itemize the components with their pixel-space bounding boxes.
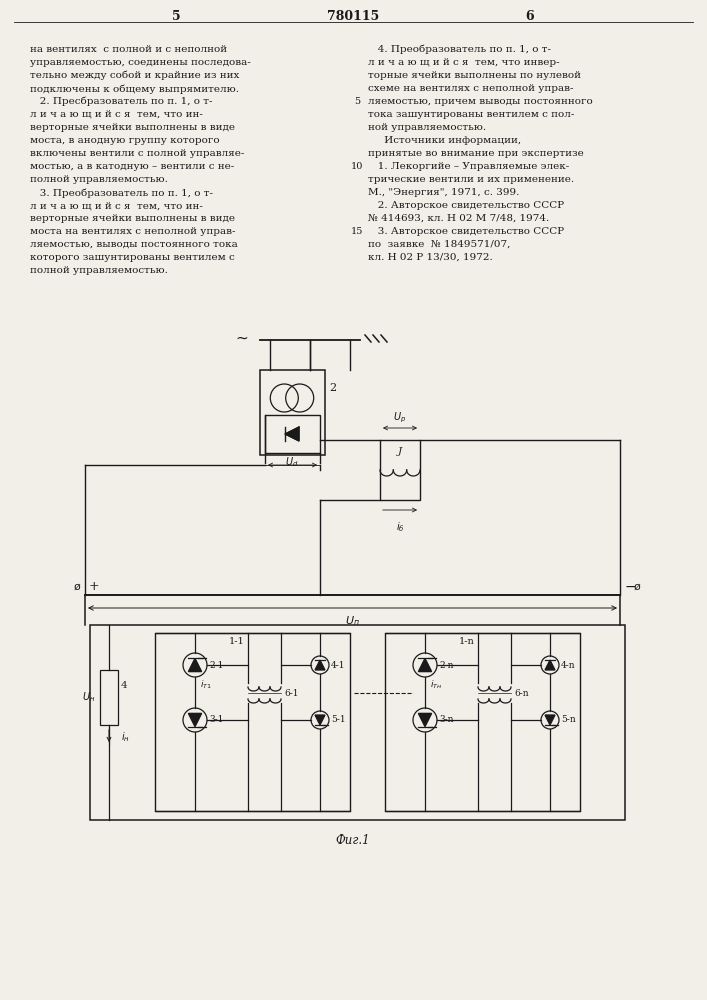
Text: +: + [89, 580, 100, 593]
Text: тока зашунтированы вентилем с пол-: тока зашунтированы вентилем с пол- [368, 110, 574, 119]
Text: верторные ячейки выполнены в виде: верторные ячейки выполнены в виде [30, 214, 235, 223]
Text: 3-n: 3-n [439, 716, 453, 724]
Polygon shape [188, 713, 201, 727]
Text: 5: 5 [354, 97, 360, 106]
Text: $U_p$: $U_p$ [394, 411, 407, 425]
Text: $U_н$: $U_н$ [82, 690, 95, 704]
Text: 5-n: 5-n [561, 716, 575, 724]
Text: $i_{Тн}$: $i_{Тн}$ [430, 679, 443, 691]
Text: $i_н$: $i_н$ [121, 730, 130, 744]
Text: л и ч а ю щ и й с я  тем, что ин-: л и ч а ю щ и й с я тем, что ин- [30, 110, 203, 119]
Bar [90, 625, 625, 820]
Text: торные ячейки выполнены по нулевой: торные ячейки выполнены по нулевой [368, 71, 581, 80]
Text: −: − [625, 580, 636, 594]
Text: ø: ø [634, 582, 641, 592]
Text: включены вентили с полной управляе-: включены вентили с полной управляе- [30, 149, 245, 158]
Bar [100, 670, 118, 725]
Text: 5: 5 [172, 9, 180, 22]
Text: 2-1: 2-1 [209, 660, 223, 670]
Text: М., "Энергия", 1971, с. 399.: М., "Энергия", 1971, с. 399. [368, 188, 520, 197]
Text: подключены к общему выпрямителю.: подключены к общему выпрямителю. [30, 84, 239, 94]
Text: 4-1: 4-1 [331, 660, 346, 670]
Bar [385, 633, 580, 811]
Text: 6-n: 6-n [514, 688, 529, 698]
Bar [380, 440, 420, 500]
Text: которого зашунтированы вентилем с: которого зашунтированы вентилем с [30, 253, 235, 262]
Text: Источники информации,: Источники информации, [368, 136, 521, 145]
Polygon shape [419, 658, 431, 672]
Text: 15: 15 [351, 227, 363, 236]
Text: ляемостью, причем выводы постоянного: ляемостью, причем выводы постоянного [368, 97, 592, 106]
Text: трические вентили и их применение.: трические вентили и их применение. [368, 175, 574, 184]
Text: 3-1: 3-1 [209, 716, 223, 724]
Text: $i_{Т1}$: $i_{Т1}$ [200, 679, 212, 691]
Text: 6-1: 6-1 [284, 688, 298, 698]
Text: принятые во внимание при экспертизе: принятые во внимание при экспертизе [368, 149, 584, 158]
Polygon shape [285, 427, 299, 441]
Text: полной управляемостью.: полной управляемостью. [30, 175, 168, 184]
Text: л и ч а ю щ и й с я  тем, что ин-: л и ч а ю щ и й с я тем, что ин- [30, 201, 203, 210]
Text: $U_п$: $U_п$ [344, 614, 359, 628]
Text: моста на вентилях с неполной управ-: моста на вентилях с неполной управ- [30, 227, 235, 236]
Text: Фиг.1: Фиг.1 [336, 834, 370, 846]
Text: управляемостью, соединены последова-: управляемостью, соединены последова- [30, 58, 251, 67]
Text: 780115: 780115 [327, 9, 379, 22]
Text: л и ч а ю щ и й с я  тем, что инвер-: л и ч а ю щ и й с я тем, что инвер- [368, 58, 560, 67]
Bar [260, 370, 325, 455]
Text: ~: ~ [235, 330, 248, 346]
Text: на вентилях  с полной и с неполной: на вентилях с полной и с неполной [30, 45, 227, 54]
Text: $U_d$: $U_d$ [286, 455, 299, 469]
Text: 10: 10 [351, 162, 363, 171]
Text: 2: 2 [329, 383, 336, 393]
Bar [265, 415, 320, 453]
Polygon shape [545, 715, 555, 725]
Text: тельно между собой и крайние из них: тельно между собой и крайние из них [30, 71, 240, 81]
Text: 2. Пресбразователь по п. 1, о т-: 2. Пресбразователь по п. 1, о т- [30, 97, 213, 106]
Text: полной управляемостью.: полной управляемостью. [30, 266, 168, 275]
Text: 1-n: 1-n [459, 637, 475, 646]
Text: 2-n: 2-n [439, 660, 453, 670]
Polygon shape [315, 660, 325, 670]
Text: верторные ячейки выполнены в виде: верторные ячейки выполнены в виде [30, 123, 235, 132]
Text: 2. Авторское свидетельство СССР: 2. Авторское свидетельство СССР [368, 201, 564, 210]
Text: $i_б$: $i_б$ [396, 520, 404, 534]
Polygon shape [419, 713, 431, 727]
Text: 3. Авторское свидетельство СССР: 3. Авторское свидетельство СССР [368, 227, 564, 236]
Text: моста, в анодную группу которого: моста, в анодную группу которого [30, 136, 220, 145]
Text: мостью, а в катодную – вентили с не-: мостью, а в катодную – вентили с не- [30, 162, 234, 171]
Text: кл. Н 02 Р 13/30, 1972.: кл. Н 02 Р 13/30, 1972. [368, 253, 493, 262]
Text: 4. Преобразователь по п. 1, о т-: 4. Преобразователь по п. 1, о т- [368, 45, 551, 54]
Text: 1. Лекоргийе – Управляемые элек-: 1. Лекоргийе – Управляемые элек- [368, 162, 569, 171]
Polygon shape [188, 658, 201, 672]
Text: по  заявке  № 1849571/07,: по заявке № 1849571/07, [368, 240, 510, 249]
Text: ø: ø [74, 582, 80, 592]
Text: 6: 6 [526, 9, 534, 22]
Polygon shape [315, 715, 325, 725]
Text: № 414693, кл. Н 02 М 7/48, 1974.: № 414693, кл. Н 02 М 7/48, 1974. [368, 214, 549, 223]
Text: 1-1: 1-1 [229, 637, 245, 646]
Text: J: J [398, 448, 402, 456]
Text: ной управляемостью.: ной управляемостью. [368, 123, 486, 132]
Text: схеме на вентилях с неполной управ-: схеме на вентилях с неполной управ- [368, 84, 573, 93]
Polygon shape [545, 660, 555, 670]
Text: ляемостью, выводы постоянного тока: ляемостью, выводы постоянного тока [30, 240, 238, 249]
Bar [155, 633, 350, 811]
Text: 4-n: 4-n [561, 660, 575, 670]
Text: 4: 4 [121, 680, 128, 690]
Text: 5-1: 5-1 [331, 716, 346, 724]
Text: 3. Преобразователь по п. 1, о т-: 3. Преобразователь по п. 1, о т- [30, 188, 213, 198]
